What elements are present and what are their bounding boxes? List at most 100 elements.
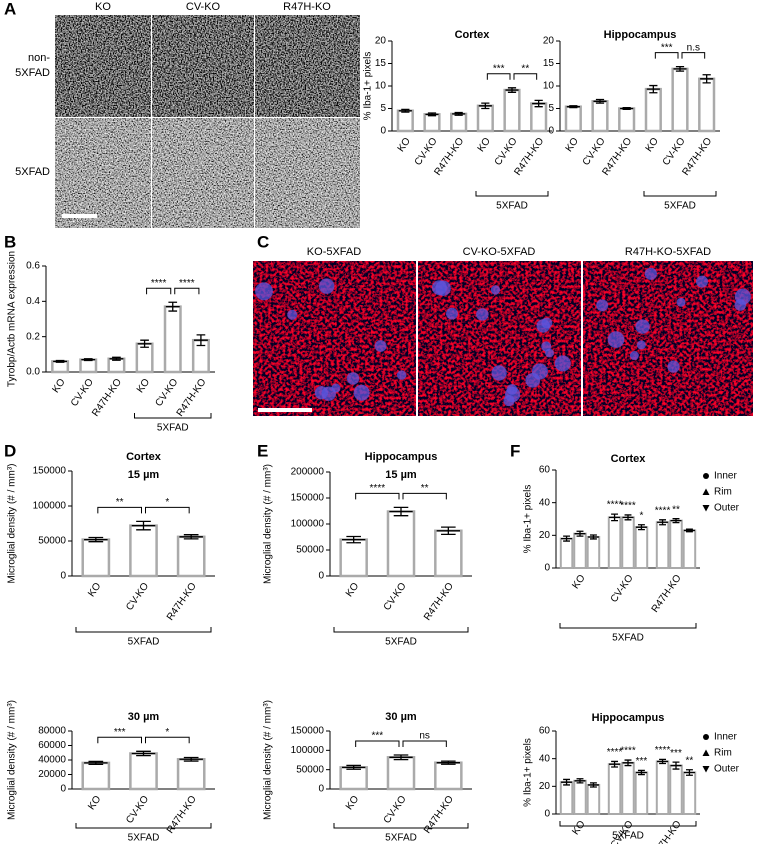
y-tick-label: 60 — [539, 465, 551, 476]
y-tick-label: 100000 — [291, 519, 325, 530]
nucleus — [435, 280, 451, 296]
significance-bracket — [145, 736, 190, 744]
nucleus — [734, 299, 747, 311]
nucleus — [353, 384, 370, 401]
significance-bracket — [654, 52, 679, 59]
column-label: R47H-KO — [283, 1, 331, 13]
error-bar — [342, 535, 366, 544]
micrograph — [152, 15, 254, 117]
significance-label: **** — [151, 278, 167, 289]
y-tick-label: 20 — [539, 781, 551, 792]
y-tick-label: 0 — [380, 126, 386, 137]
error-bar — [436, 526, 460, 536]
bar — [586, 783, 601, 816]
x-tick-label: R47H-KO — [422, 794, 456, 836]
legend-marker — [702, 766, 710, 773]
group-bracket — [559, 821, 697, 827]
error-bar — [609, 760, 621, 768]
y-tick-label: 40000 — [38, 755, 66, 766]
y-tick-label: 0.6 — [26, 261, 40, 272]
nucleus — [287, 309, 298, 320]
significance-label: ** — [686, 755, 694, 766]
x-tick-label: R47H-KO — [165, 794, 199, 836]
x-tick-label: CV-KO — [124, 581, 151, 613]
bar — [559, 537, 574, 569]
error-bar — [670, 761, 682, 770]
bar — [51, 360, 70, 374]
error-bar — [389, 754, 413, 761]
group-label: 5XFAD — [385, 833, 417, 844]
column-label: CV-KO — [186, 1, 221, 13]
nucleus — [607, 331, 625, 348]
error-bar — [436, 760, 460, 765]
bar — [607, 763, 622, 816]
bar — [621, 761, 635, 815]
significance-label: *** — [371, 731, 383, 742]
image-label: R47H-KO-5XFAD — [625, 246, 711, 258]
chart-title: Hippocampus — [592, 712, 665, 724]
y-tick-label: 0 — [60, 571, 66, 582]
group-bracket — [75, 627, 212, 633]
micrograph — [55, 15, 151, 117]
nucleus — [644, 267, 657, 280]
error-bar — [609, 513, 621, 522]
legend-label: Outer — [714, 503, 740, 514]
micrograph — [255, 15, 360, 117]
bar — [607, 516, 622, 569]
nucleus — [374, 340, 387, 352]
error-bar — [179, 534, 203, 540]
error-bar — [622, 514, 634, 521]
error-bar — [620, 106, 634, 111]
x-tick-label: R47H-KO — [165, 581, 199, 623]
bar — [163, 305, 182, 374]
error-bar — [53, 359, 68, 363]
y-axis-label: Tyrobp/Actb mRNA expression — [7, 251, 18, 387]
significance-label: n.s — [687, 42, 700, 53]
y-tick-label: 20000 — [38, 769, 66, 780]
error-bar — [398, 108, 412, 113]
significance-label: ** — [421, 483, 429, 494]
group-label: 5XFAD — [128, 637, 160, 648]
y-tick-label: 15 — [543, 58, 555, 69]
bar — [573, 779, 587, 815]
nucleus — [321, 386, 336, 401]
significance-bracket — [486, 73, 511, 80]
significance-label: ns — [419, 731, 430, 742]
nucleus — [676, 297, 686, 307]
y-axis-label: Microglial density (# / mm³) — [7, 700, 18, 820]
y-tick-label: 50000 — [296, 764, 324, 775]
x-tick-label: KO — [86, 794, 103, 812]
nucleus — [696, 275, 708, 288]
x-tick-label: CV-KO — [154, 377, 181, 409]
x-tick-label: KO — [344, 794, 361, 812]
micrograph-row — [253, 261, 753, 416]
nucleus — [318, 278, 335, 294]
significance-label: **** — [620, 746, 636, 757]
error-bar — [179, 756, 203, 762]
error-bar — [505, 87, 519, 93]
group-label: 5XFAD — [612, 831, 644, 842]
legend-marker — [703, 734, 709, 740]
significance-label: ** — [521, 63, 529, 74]
bar — [644, 87, 662, 133]
x-tick-label: KO — [86, 581, 103, 599]
chart-title: Cortex — [126, 451, 162, 463]
nucleus — [255, 282, 273, 301]
y-tick-label: 0 — [544, 563, 550, 574]
nucleus — [396, 370, 407, 380]
column-label: KO — [95, 1, 111, 13]
bar — [339, 538, 368, 578]
nucleus — [636, 340, 646, 350]
error-bar — [587, 782, 599, 788]
x-tick-label: R47H-KO — [422, 581, 456, 623]
significance-label: *** — [661, 42, 673, 53]
group-bracket — [333, 823, 469, 829]
significance-bracket — [174, 287, 200, 295]
error-bar — [452, 111, 466, 116]
significance-bracket — [355, 492, 400, 500]
group-label: 5XFAD — [385, 637, 417, 648]
bar — [573, 532, 587, 570]
bar — [450, 112, 468, 133]
x-tick-label: CV-KO — [413, 136, 440, 168]
bar — [423, 113, 441, 133]
